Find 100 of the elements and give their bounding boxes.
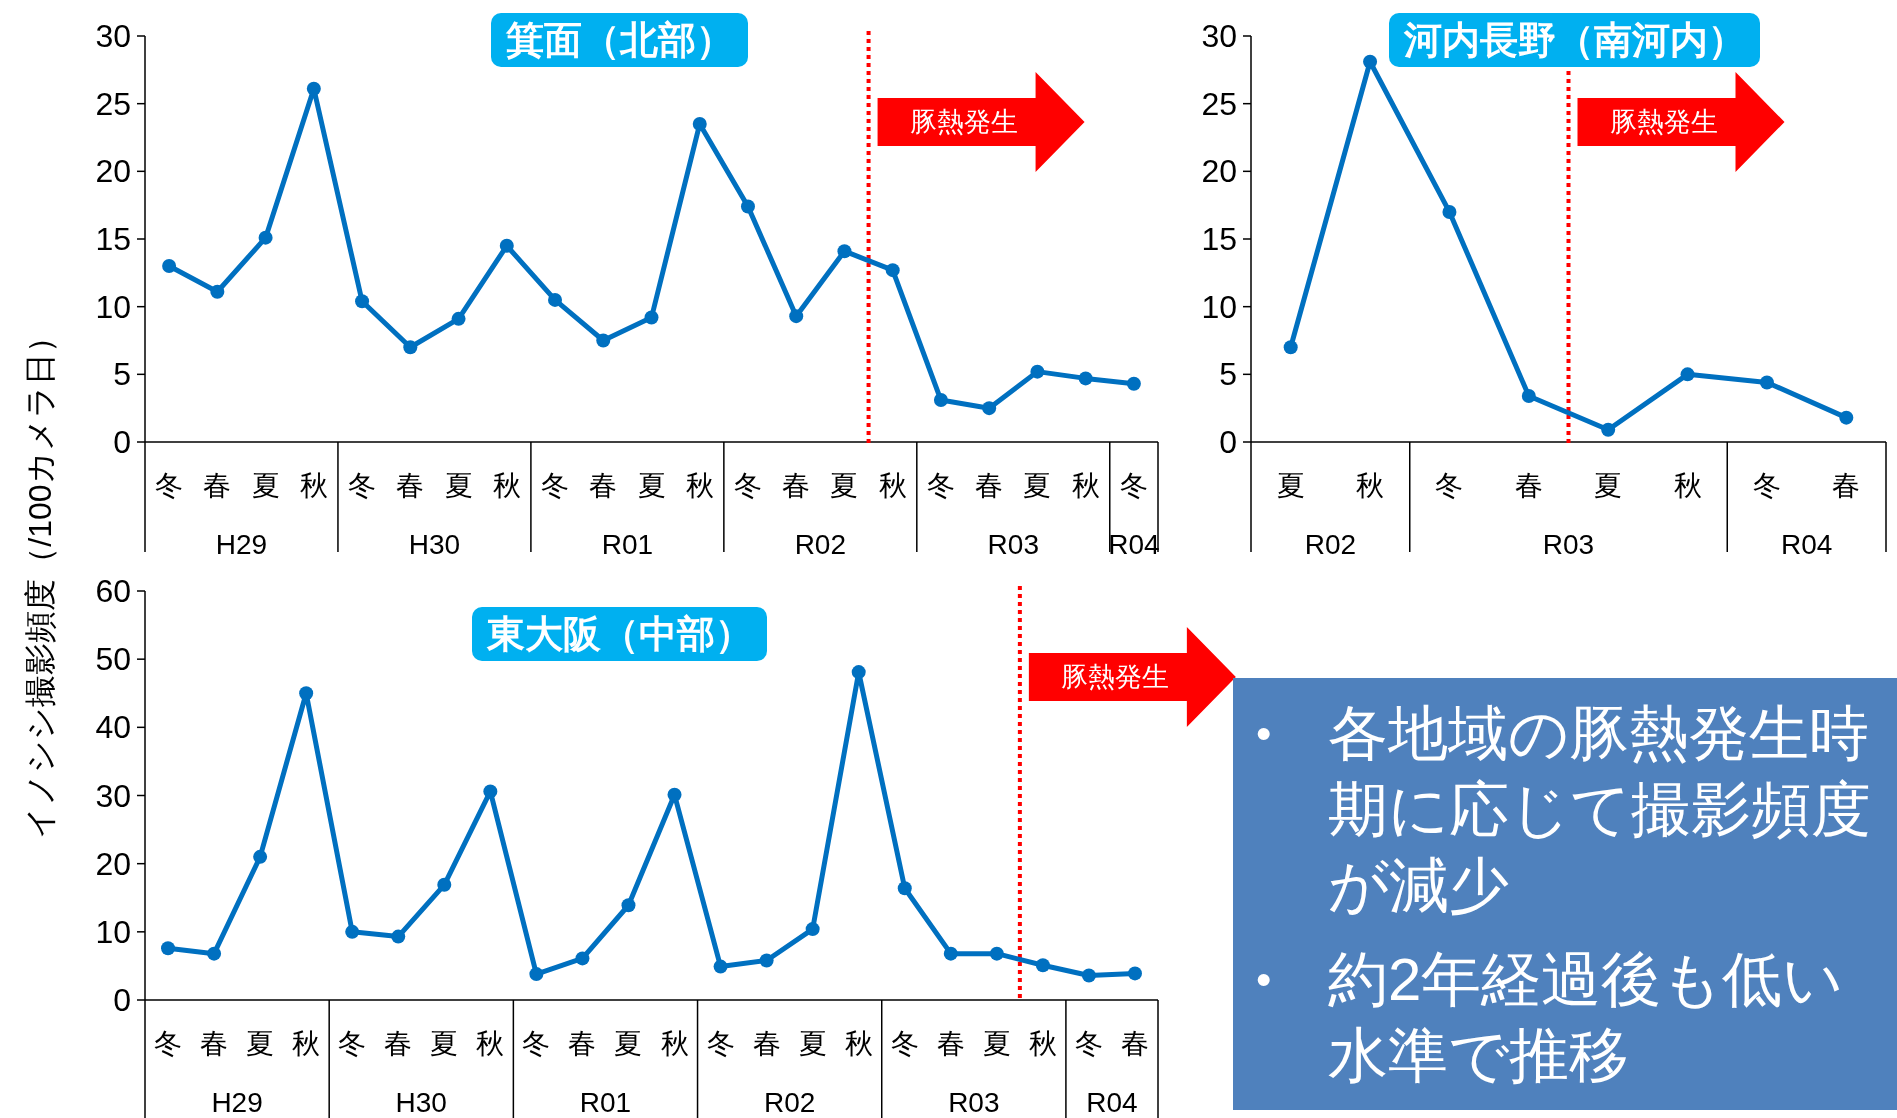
y-tick-label: 10: [95, 913, 131, 950]
x-tick-label: 春: [752, 1027, 781, 1059]
point: [258, 230, 273, 245]
point: [162, 259, 177, 274]
text: R03: [948, 1086, 1000, 1118]
point: [692, 116, 707, 131]
y-tick-label: 5: [1219, 356, 1237, 393]
y-tick-label: 30: [1201, 18, 1237, 54]
text: R01: [579, 1086, 632, 1118]
point: [575, 951, 590, 966]
x-tick-label: 冬: [1074, 1027, 1103, 1059]
point: [621, 898, 636, 913]
y-tick-label: 20: [1201, 153, 1237, 190]
point: [1078, 371, 1093, 386]
y-tick-label: 5: [113, 356, 131, 393]
point: [885, 263, 900, 278]
point: [759, 953, 774, 968]
x-tick-label: 春: [568, 1027, 597, 1059]
text: 東大阪（中部）: [486, 613, 753, 655]
y-tick-label: 10: [1201, 288, 1237, 325]
x-tick-label: 冬: [890, 1027, 919, 1059]
text: H30: [408, 528, 461, 560]
x-tick-label: 春: [975, 469, 1004, 501]
y-axis-title: イノシシ撮影頻度（/100カメラ日）: [22, 321, 58, 839]
point: [933, 393, 948, 408]
x-tick-label: 春: [384, 1027, 413, 1059]
point: [740, 199, 755, 214]
text: 各地域の豚熱発生時期に応じて撮影頻度が減少: [1328, 700, 1871, 919]
x-tick-label: 秋: [299, 469, 328, 501]
x-tick-label: 夏: [637, 469, 666, 501]
x-tick-label: 春: [200, 1027, 229, 1059]
point: [805, 922, 820, 937]
point: [1081, 968, 1096, 983]
point: [1363, 54, 1378, 69]
annotation: 豚熱発生: [909, 107, 1018, 137]
point: [548, 292, 563, 307]
text: R04: [1086, 1086, 1138, 1118]
y-tick-label: 15: [1201, 221, 1237, 257]
point: [499, 238, 514, 253]
point: [982, 401, 997, 416]
x-tick-label: 春: [589, 469, 618, 501]
point: [529, 967, 544, 982]
x-tick-label: 夏: [614, 1027, 643, 1059]
text: R01: [601, 528, 654, 560]
point: [713, 959, 728, 974]
y-tick-label: 50: [95, 641, 131, 678]
y-tick-label: 25: [95, 85, 131, 122]
x-tick-label: 夏: [798, 1027, 827, 1059]
x-tick-label: 夏: [430, 1027, 459, 1059]
text: H29: [211, 1086, 263, 1118]
x-tick-label: 夏: [246, 1027, 275, 1059]
x-tick-label: 冬: [926, 469, 955, 501]
point: [210, 284, 225, 299]
x-tick-label: 冬: [1752, 469, 1781, 501]
text: R04: [1780, 528, 1833, 560]
point: [391, 929, 406, 944]
point: [943, 946, 958, 961]
point: [1126, 376, 1141, 391]
chart-title: 箕面（北部）: [505, 19, 734, 61]
point: [345, 924, 360, 939]
y-tick-label: 30: [95, 18, 131, 54]
point: [355, 294, 370, 309]
y-tick-label: 20: [95, 153, 131, 190]
x-tick-label: 秋: [685, 469, 714, 501]
point: [451, 311, 466, 326]
y-tick-label: 15: [95, 221, 131, 257]
x-tick-label: 夏: [251, 469, 280, 501]
point: [299, 686, 314, 701]
x-tick-label: 夏: [1276, 469, 1305, 501]
point: [644, 310, 659, 325]
x-tick-label: 冬: [733, 469, 762, 501]
point: [1601, 422, 1616, 437]
x-tick-label: 春: [782, 469, 811, 501]
x-tick-label: 冬: [155, 469, 184, 501]
y-tick-label: 30: [95, 777, 131, 814]
point: [1759, 375, 1774, 390]
x-tick-label: 冬: [706, 1027, 735, 1059]
x-tick-label: 夏: [830, 469, 859, 501]
x-tick-label: 秋: [476, 1027, 505, 1059]
y-tick-label: 20: [95, 845, 131, 882]
text: R03: [987, 528, 1039, 560]
y-tick-label: 25: [1201, 85, 1237, 122]
point: [306, 81, 321, 96]
text: H29: [215, 528, 268, 560]
point: [253, 849, 268, 864]
x-tick-label: 秋: [1673, 469, 1702, 501]
x-tick-label: 冬: [522, 1027, 551, 1059]
point: [483, 784, 498, 799]
x-tick-label: 秋: [1356, 469, 1385, 501]
point: [1283, 340, 1298, 355]
text: •: [1256, 954, 1272, 1006]
x-tick-label: 春: [396, 469, 425, 501]
x-tick-label: 冬: [348, 469, 377, 501]
x-tick-label: 冬: [1119, 469, 1148, 501]
x-tick-label: 夏: [982, 1027, 1011, 1059]
x-tick-label: 秋: [844, 1027, 873, 1059]
x-tick-label: 春: [1832, 469, 1861, 501]
x-tick-label: 冬: [1435, 469, 1464, 501]
y-tick-label: 60: [95, 573, 131, 609]
point: [596, 333, 611, 348]
